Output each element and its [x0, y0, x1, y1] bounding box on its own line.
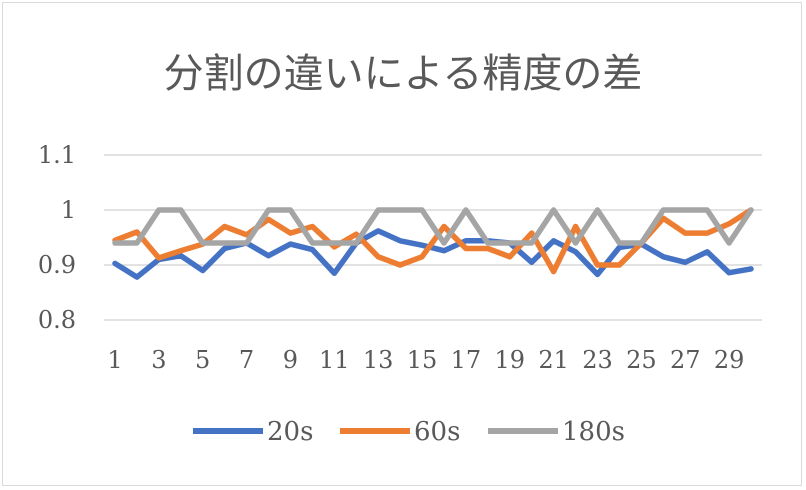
x-tick-label: 3: [151, 346, 166, 374]
x-tick-label: 23: [582, 346, 613, 374]
legend-label-180s: 180s: [562, 417, 625, 447]
x-tick-label: 5: [195, 346, 210, 374]
y-tick-label: 1.1: [38, 141, 76, 169]
chart-title: 分割の違いによる精度の差: [164, 51, 643, 97]
x-tick-label: 9: [283, 346, 298, 374]
x-tick-label: 17: [451, 346, 482, 374]
y-tick-label: 0.9: [38, 251, 76, 279]
y-tick-label: 0.8: [38, 306, 76, 334]
x-tick-label: 25: [626, 346, 657, 374]
legend-label-20s: 20s: [267, 417, 313, 447]
series-line-20s: [112, 228, 754, 280]
legend-label-60s: 60s: [414, 417, 460, 447]
x-tick-label: 13: [363, 346, 394, 374]
x-tick-label: 29: [714, 346, 745, 374]
x-tick-label: 19: [494, 346, 525, 374]
x-tick-label: 21: [538, 346, 569, 374]
x-tick-label: 1: [107, 346, 122, 374]
x-tick-label: 15: [407, 346, 438, 374]
y-tick-label: 1: [61, 196, 76, 224]
x-tick-label: 7: [239, 346, 254, 374]
x-tick-label: 11: [319, 346, 350, 374]
series-line-180s: [112, 207, 754, 246]
x-tick-label: 27: [670, 346, 701, 374]
